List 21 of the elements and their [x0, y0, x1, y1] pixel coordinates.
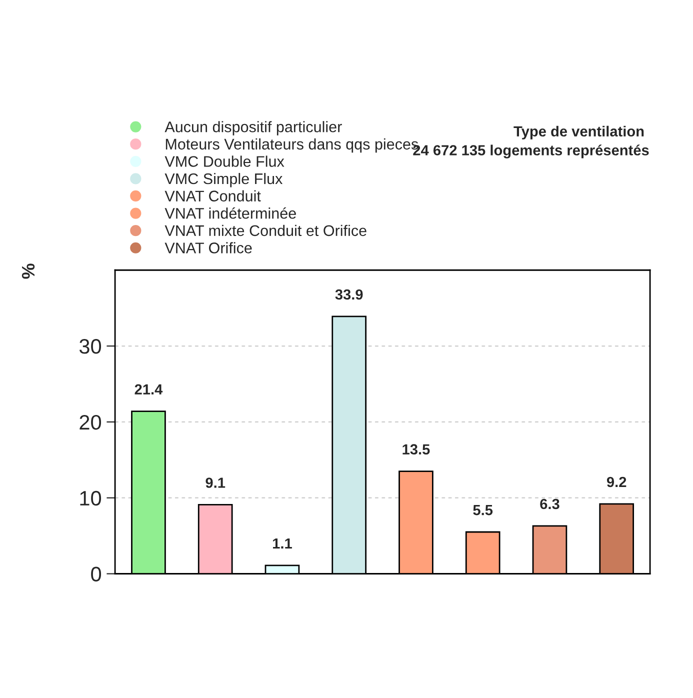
data-label: 21.4 — [134, 384, 163, 394]
data-label: 13.5 — [402, 444, 430, 455]
legend-label: VMC Double Flux — [164, 156, 284, 167]
y-tick-label: 20 — [80, 414, 102, 430]
y-axis-title: % — [22, 264, 35, 279]
y-tick-label: 10 — [80, 490, 102, 506]
data-label: 6.3 — [540, 498, 560, 510]
data-label: 1.1 — [273, 538, 292, 548]
legend-label: VNAT indéterminée — [164, 207, 296, 219]
legend-label: VMC Simple Flux — [164, 172, 283, 188]
legend-label: VNAT Orifice — [164, 242, 252, 254]
legend-label: VNAT mixte Conduit et Orifice — [164, 224, 366, 236]
data-label: 9.1 — [206, 478, 226, 488]
y-tick-label: 30 — [79, 339, 102, 354]
legend-label: VNAT Conduit — [164, 190, 261, 202]
legend-label: Aucun dispositif particulier — [164, 121, 342, 136]
data-label: 33.9 — [335, 289, 363, 300]
y-tick-label: 0 — [91, 566, 102, 582]
data-label: 5.5 — [473, 505, 493, 516]
chart-title: Type de ventilation — [514, 126, 644, 140]
data-label: 9.2 — [606, 476, 626, 488]
